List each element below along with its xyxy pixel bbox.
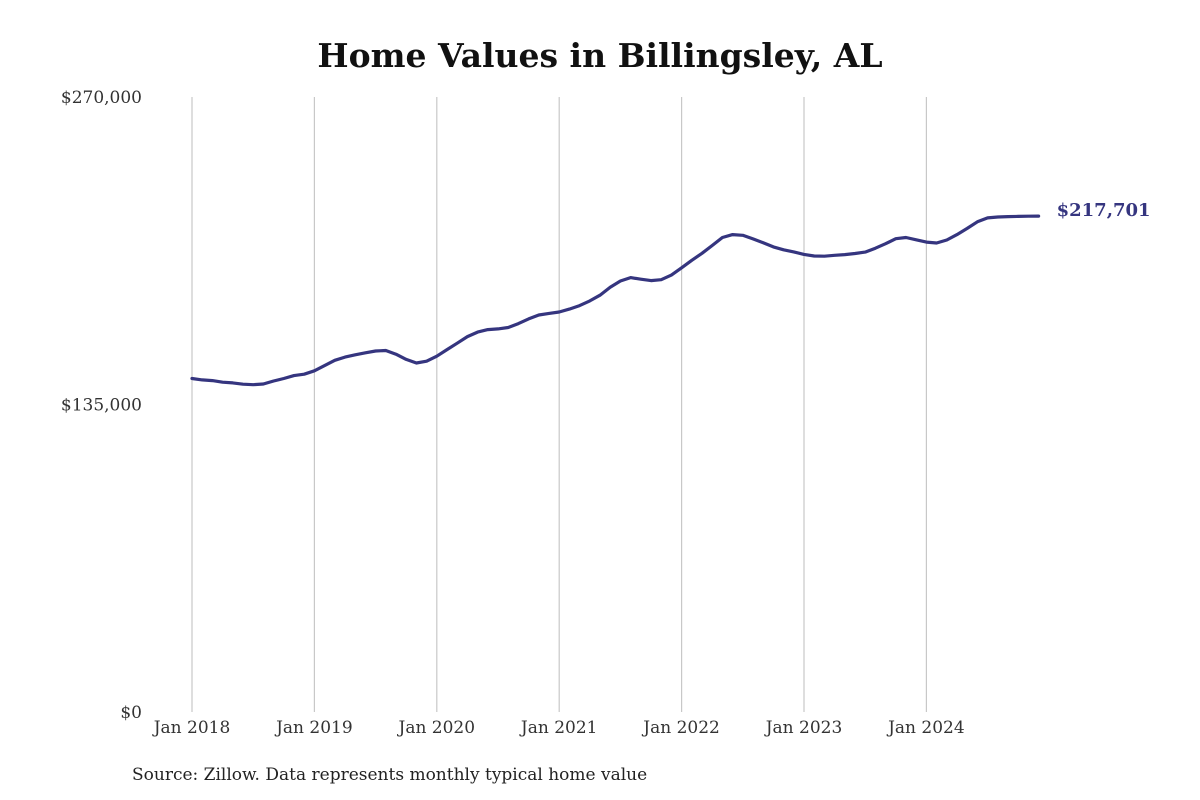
x-axis-ticks: Jan 2018 Jan 2019 Jan 2020 Jan 2021 Jan 2022… [152, 718, 965, 738]
y-tick-label: $270,000 [61, 88, 142, 108]
x-tick-label: Jan 2022 [641, 718, 720, 738]
y-tick-label: $135,000 [61, 396, 142, 416]
x-tick-label: Jan 2023 [764, 718, 843, 738]
x-tick-label: Jan 2021 [519, 718, 598, 738]
y-axis-ticks: $270,000 $135,000 $0 [61, 88, 142, 723]
series-line [190, 214, 1041, 387]
end-value-label: $217,701 [1057, 200, 1151, 221]
x-tick-label: Jan 2019 [274, 718, 353, 738]
series-layer [190, 214, 1041, 387]
x-tick-label: Jan 2018 [152, 718, 231, 738]
y-tick-label: $0 [120, 703, 142, 723]
x-tick-label: Jan 2020 [397, 718, 476, 738]
end-label-layer: $217,701 [1057, 200, 1151, 221]
gridlines [191, 97, 928, 712]
chart-title: Home Values in Billingsley, AL [317, 36, 883, 75]
source-note: Source: Zillow. Data represents monthly … [132, 765, 648, 785]
x-tick-label: Jan 2024 [886, 718, 965, 738]
